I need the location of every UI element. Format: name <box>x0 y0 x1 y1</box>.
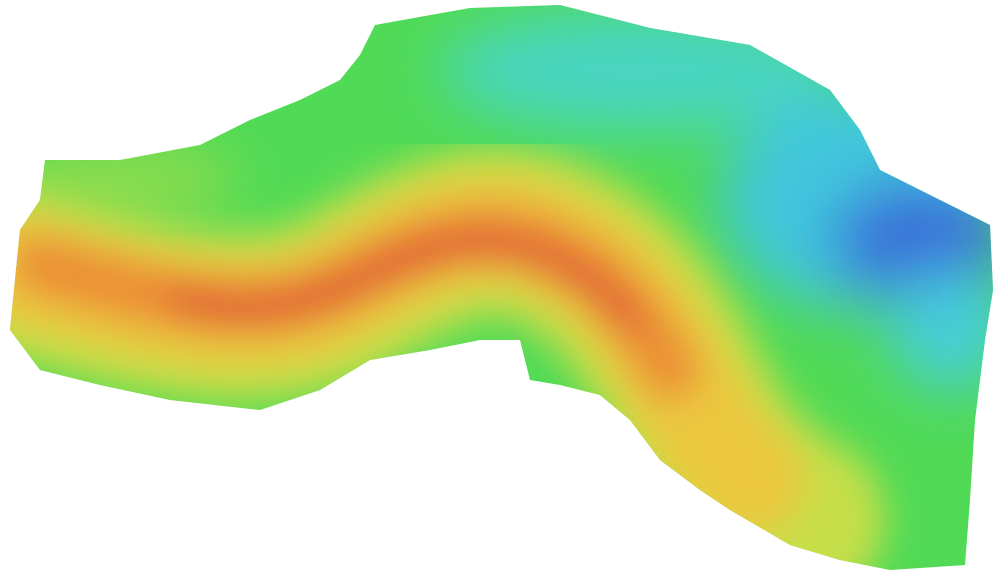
texture <box>0 0 995 576</box>
raster <box>0 0 995 576</box>
page-body: {} <box>0 0 995 576</box>
page: Elevation raster html, body { margin: 0;… <box>0 0 995 576</box>
elevation-map <box>0 0 995 576</box>
